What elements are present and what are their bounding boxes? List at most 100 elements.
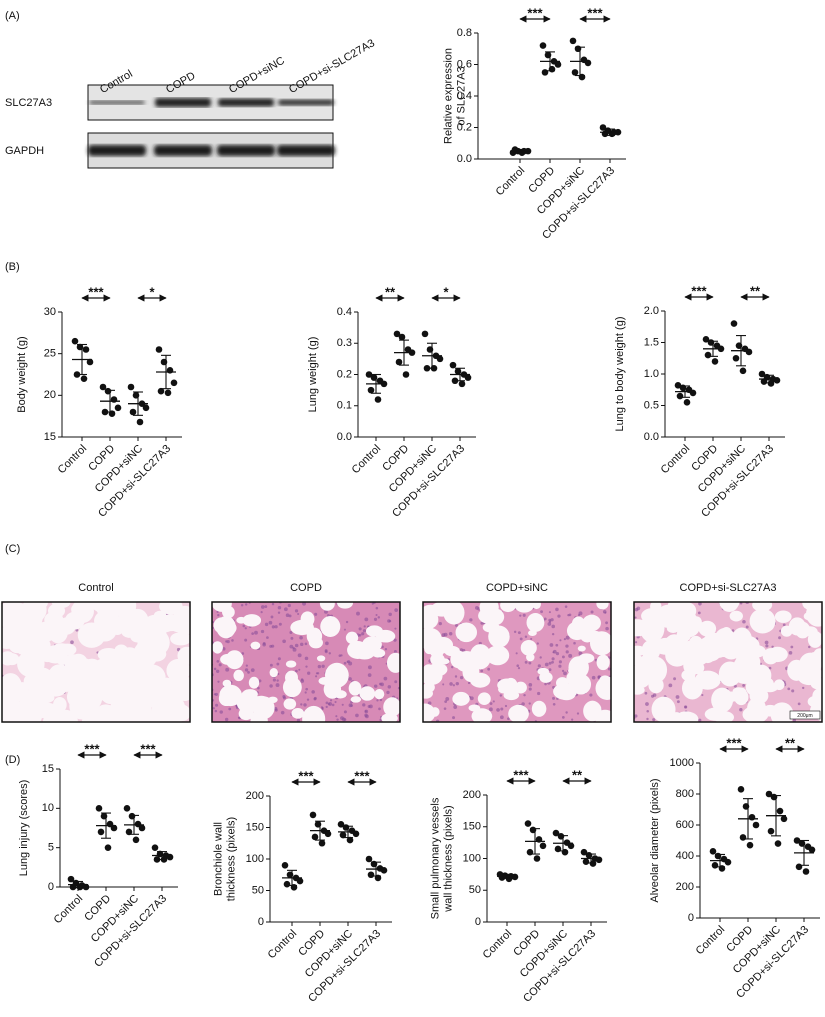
nucleus [329, 699, 333, 702]
nucleus [698, 602, 702, 606]
nucleus [589, 693, 593, 697]
alveolus [671, 635, 687, 652]
data-point [601, 130, 609, 138]
nucleus [452, 684, 455, 687]
data-point [99, 383, 107, 391]
data-point [739, 834, 747, 841]
nucleus [300, 642, 304, 647]
nucleus [764, 640, 769, 645]
data-point [380, 867, 388, 874]
nucleus [698, 718, 702, 722]
nucleus [459, 675, 464, 680]
nucleus [394, 680, 398, 684]
nucleus [548, 668, 552, 672]
data-point [296, 877, 304, 885]
data-point [539, 42, 547, 49]
significance-label: *** [298, 768, 314, 783]
alveolus [120, 652, 138, 663]
data-point [123, 805, 131, 812]
nucleus [547, 622, 552, 626]
nucleus [528, 687, 532, 691]
nucleus [274, 708, 278, 712]
data-point [737, 786, 745, 793]
nucleus [394, 608, 399, 612]
data-point [95, 805, 103, 812]
alveolus [212, 641, 223, 654]
nucleus [551, 624, 556, 629]
significance-label: * [149, 284, 155, 299]
alveolus [29, 602, 48, 610]
alveolus [233, 669, 244, 682]
data-point [702, 336, 710, 343]
alveolus [2, 673, 23, 701]
nucleus [363, 625, 366, 628]
nucleus [388, 612, 392, 617]
alveolus [250, 641, 261, 650]
nucleus [343, 628, 346, 631]
data-point [170, 379, 178, 387]
nucleus [427, 701, 432, 705]
data-point [458, 380, 466, 388]
nucleus [517, 631, 521, 635]
nucleus [540, 610, 543, 614]
nucleus [325, 701, 329, 705]
nucleus [488, 707, 493, 712]
alveolus [71, 688, 90, 709]
nucleus [551, 660, 554, 664]
alveolus [596, 654, 610, 671]
alveolus [486, 645, 510, 666]
blot-band [218, 98, 274, 107]
nucleus [565, 644, 569, 648]
nucleus [260, 611, 263, 614]
nucleus [218, 663, 222, 667]
alveolus [469, 644, 492, 670]
nucleus [386, 690, 390, 695]
y-axis-label: thickness (pixels) [225, 817, 237, 901]
nucleus [325, 641, 329, 646]
nucleus [294, 669, 298, 673]
nucleus [268, 620, 273, 625]
image-frame [1, 601, 191, 723]
alveolus [803, 611, 817, 621]
nucleus [217, 613, 220, 617]
nucleus [302, 602, 307, 606]
y-tick-label: 0 [258, 916, 264, 928]
nucleus [355, 713, 359, 718]
alveolus [734, 635, 760, 656]
alveolus [267, 696, 278, 704]
nucleus [788, 651, 793, 655]
nucleus [379, 698, 383, 702]
nucleus [314, 612, 318, 616]
nucleus [306, 698, 310, 701]
nucleus [278, 622, 282, 626]
nucleus [242, 624, 246, 628]
data-point [157, 387, 165, 395]
data-point [541, 69, 549, 76]
alveolus [371, 648, 386, 658]
alveolus [749, 608, 776, 634]
nucleus [548, 661, 552, 665]
nucleus [297, 653, 302, 658]
data-point [748, 813, 756, 821]
nucleus [519, 637, 523, 641]
nucleus [75, 628, 79, 632]
nucleus [254, 630, 258, 635]
data-point [318, 839, 326, 847]
nucleus [605, 626, 609, 631]
nucleus [276, 662, 280, 666]
nucleus [219, 710, 223, 714]
nucleus [507, 717, 510, 721]
histology-image [1, 601, 191, 723]
nucleus [287, 603, 291, 608]
y-tick-label: 30 [44, 306, 56, 318]
alveolus [423, 667, 443, 686]
nucleus [544, 682, 547, 686]
alveolus [167, 675, 182, 691]
data-point [765, 790, 773, 798]
alveolus [291, 707, 305, 719]
nucleus [634, 616, 637, 619]
alveolus [430, 602, 454, 617]
nucleus [504, 704, 508, 708]
nucleus [277, 657, 281, 661]
data-point [138, 824, 146, 832]
